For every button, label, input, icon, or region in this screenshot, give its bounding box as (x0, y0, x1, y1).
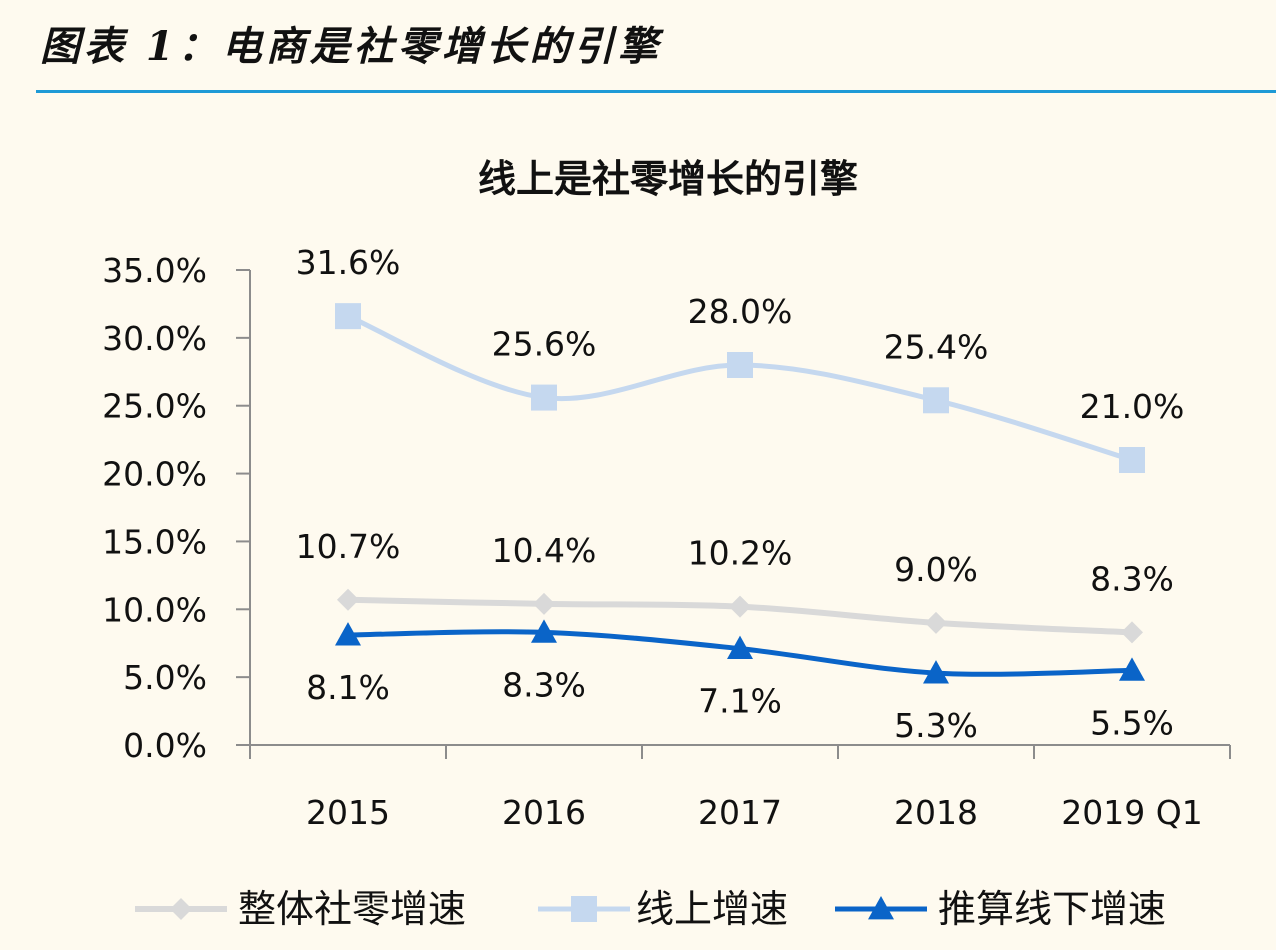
series-line-online (345, 313, 1135, 463)
data-point-offline (1119, 657, 1145, 681)
data-label-offline: 5.3% (894, 706, 978, 745)
data-point-online (727, 352, 753, 378)
legend-label: 线上增速 (636, 887, 788, 931)
data-point-offline (335, 622, 361, 646)
legend-marker (571, 896, 597, 922)
data-label-offline: 8.1% (306, 668, 390, 707)
data-labels: 10.7% 10.4% 10.2% 9.0% 8.3% 31.6% 25.6% 28.0% 25… (296, 243, 1185, 745)
data-point-total (1121, 621, 1143, 644)
data-point-online (531, 384, 557, 411)
x-tick-label: 2016 (502, 793, 586, 832)
data-label-online: 31.6% (296, 243, 401, 282)
data-point-total (337, 588, 359, 611)
legend-marker (170, 898, 192, 920)
y-tick-label: 30.0% (102, 319, 207, 358)
series-total (337, 588, 1143, 644)
data-point-online (923, 387, 949, 414)
data-point-offline (727, 635, 753, 660)
data-label-online: 28.0% (688, 292, 793, 331)
legend-item-offline: 推算线下增速 (835, 887, 1166, 931)
data-point-online (1119, 447, 1145, 473)
legend: 整体社零增速 线上增速 推算线下增速 (135, 887, 1166, 931)
series-online (335, 303, 1145, 473)
data-label-offline: 8.3% (502, 665, 586, 704)
series-layer (335, 303, 1145, 684)
data-point-total (533, 592, 555, 615)
y-tick-label: 15.0% (102, 522, 207, 561)
data-point-offline (531, 619, 557, 643)
data-label-total: 8.3% (1090, 559, 1174, 598)
x-tick-label: 2019 Q1 (1061, 793, 1202, 832)
x-tick-label: 2017 (698, 793, 782, 832)
y-tick-label: 25.0% (102, 387, 207, 426)
legend-marker (868, 896, 894, 920)
y-tick-label: 10.0% (102, 590, 207, 629)
x-tick-label: 2018 (894, 793, 978, 832)
y-tick-label: 5.0% (123, 658, 207, 697)
axes: 0.0% 5.0% 10.0% 15.0% 20.0% 25.0% 30.0% 35.0% 20… (102, 251, 1231, 832)
y-tick-label: 0.0% (123, 726, 207, 765)
data-label-offline: 7.1% (698, 682, 782, 721)
data-point-offline (923, 660, 949, 684)
data-point-total (729, 595, 751, 618)
legend-item-total: 整体社零增速 (135, 887, 466, 931)
x-tick-label: 2015 (306, 793, 390, 832)
data-label-total: 9.0% (894, 550, 978, 589)
data-label-total: 10.4% (492, 531, 597, 570)
series-offline (335, 619, 1145, 684)
data-label-total: 10.2% (688, 534, 793, 573)
data-label-online: 21.0% (1080, 387, 1185, 426)
y-tick-label: 35.0% (102, 251, 207, 290)
legend-label: 整体社零增速 (238, 887, 466, 931)
legend-label: 推算线下增速 (938, 887, 1166, 931)
figure-caption: 图表 1：电商是社零增长的引擎 (40, 23, 662, 70)
legend-item-online: 线上增速 (538, 887, 788, 931)
y-tick-label: 20.0% (102, 455, 207, 494)
data-label-offline: 5.5% (1090, 703, 1174, 742)
data-label-total: 10.7% (296, 527, 401, 566)
data-label-online: 25.6% (492, 325, 597, 364)
caption-rule (36, 90, 1276, 93)
chart-title: 线上是社零增长的引擎 (478, 157, 858, 201)
data-label-online: 25.4% (884, 327, 989, 366)
data-point-total (925, 611, 947, 634)
data-point-online (335, 303, 361, 330)
